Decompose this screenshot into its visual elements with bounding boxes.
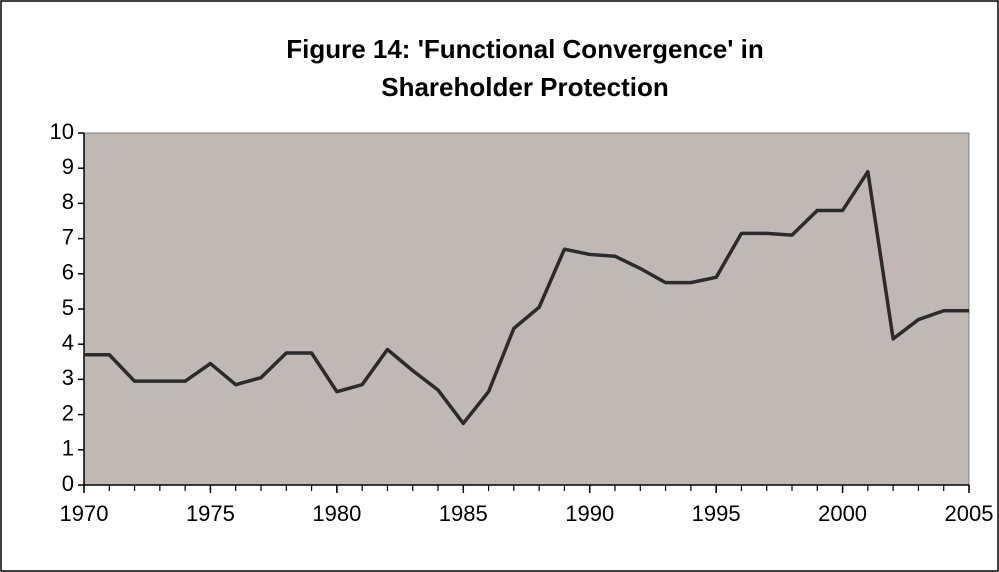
x-tick-label: 1970	[60, 501, 109, 526]
x-tick-label: 1985	[439, 501, 488, 526]
y-tick-label: 0	[62, 471, 74, 496]
x-tick-label: 2005	[945, 501, 994, 526]
chart-title: Shareholder Protection	[381, 72, 669, 102]
y-tick-label: 4	[62, 330, 74, 355]
y-tick-label: 3	[62, 365, 74, 390]
y-tick-label: 8	[62, 189, 74, 214]
chart-title: Figure 14: 'Functional Convergence' in	[286, 34, 764, 64]
line-series	[84, 169, 969, 426]
y-tick-label: 2	[62, 400, 74, 425]
x-tick-label: 1980	[312, 501, 361, 526]
y-tick-label: 7	[62, 224, 74, 249]
x-tick-label: 1990	[565, 501, 614, 526]
y-tick-label: 1	[62, 436, 74, 461]
x-tick-label: 1975	[186, 501, 235, 526]
x-tick-label: 2000	[818, 501, 867, 526]
y-tick-label: 10	[50, 119, 74, 144]
plot-area	[83, 132, 970, 486]
x-tick-label: 1995	[692, 501, 741, 526]
y-tick-label: 9	[62, 154, 74, 179]
y-tick-label: 5	[62, 295, 74, 320]
y-tick-label: 6	[62, 260, 74, 285]
